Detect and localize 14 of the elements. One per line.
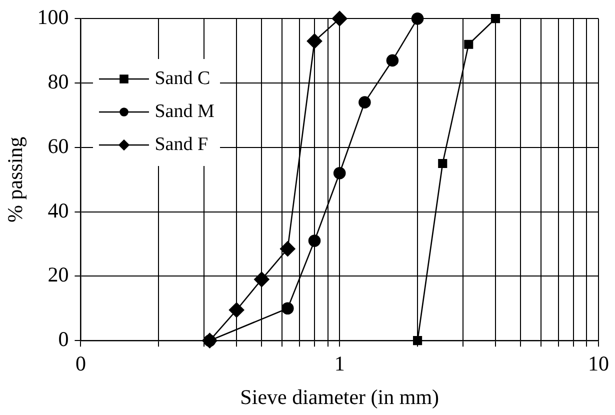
y-axis-title: % passing xyxy=(3,136,28,222)
y-tick-label: 40 xyxy=(48,198,69,222)
y-tick-label: 80 xyxy=(48,70,69,94)
legend-label: Sand M xyxy=(154,101,214,124)
y-tick-label: 100 xyxy=(37,5,69,30)
x-tick-label: 1 xyxy=(334,352,345,376)
x-tick-label: 0 xyxy=(75,352,86,376)
y-tick-label: 60 xyxy=(48,134,69,158)
legend-label: Sand C xyxy=(154,68,210,90)
legend-label: Sand F xyxy=(154,134,208,156)
x-tick-label: 10 xyxy=(588,352,609,376)
y-tick-label: 0 xyxy=(58,327,69,352)
y-tick-label: 20 xyxy=(48,262,69,287)
x-axis-title: Sieve diameter (in mm) xyxy=(240,384,440,409)
